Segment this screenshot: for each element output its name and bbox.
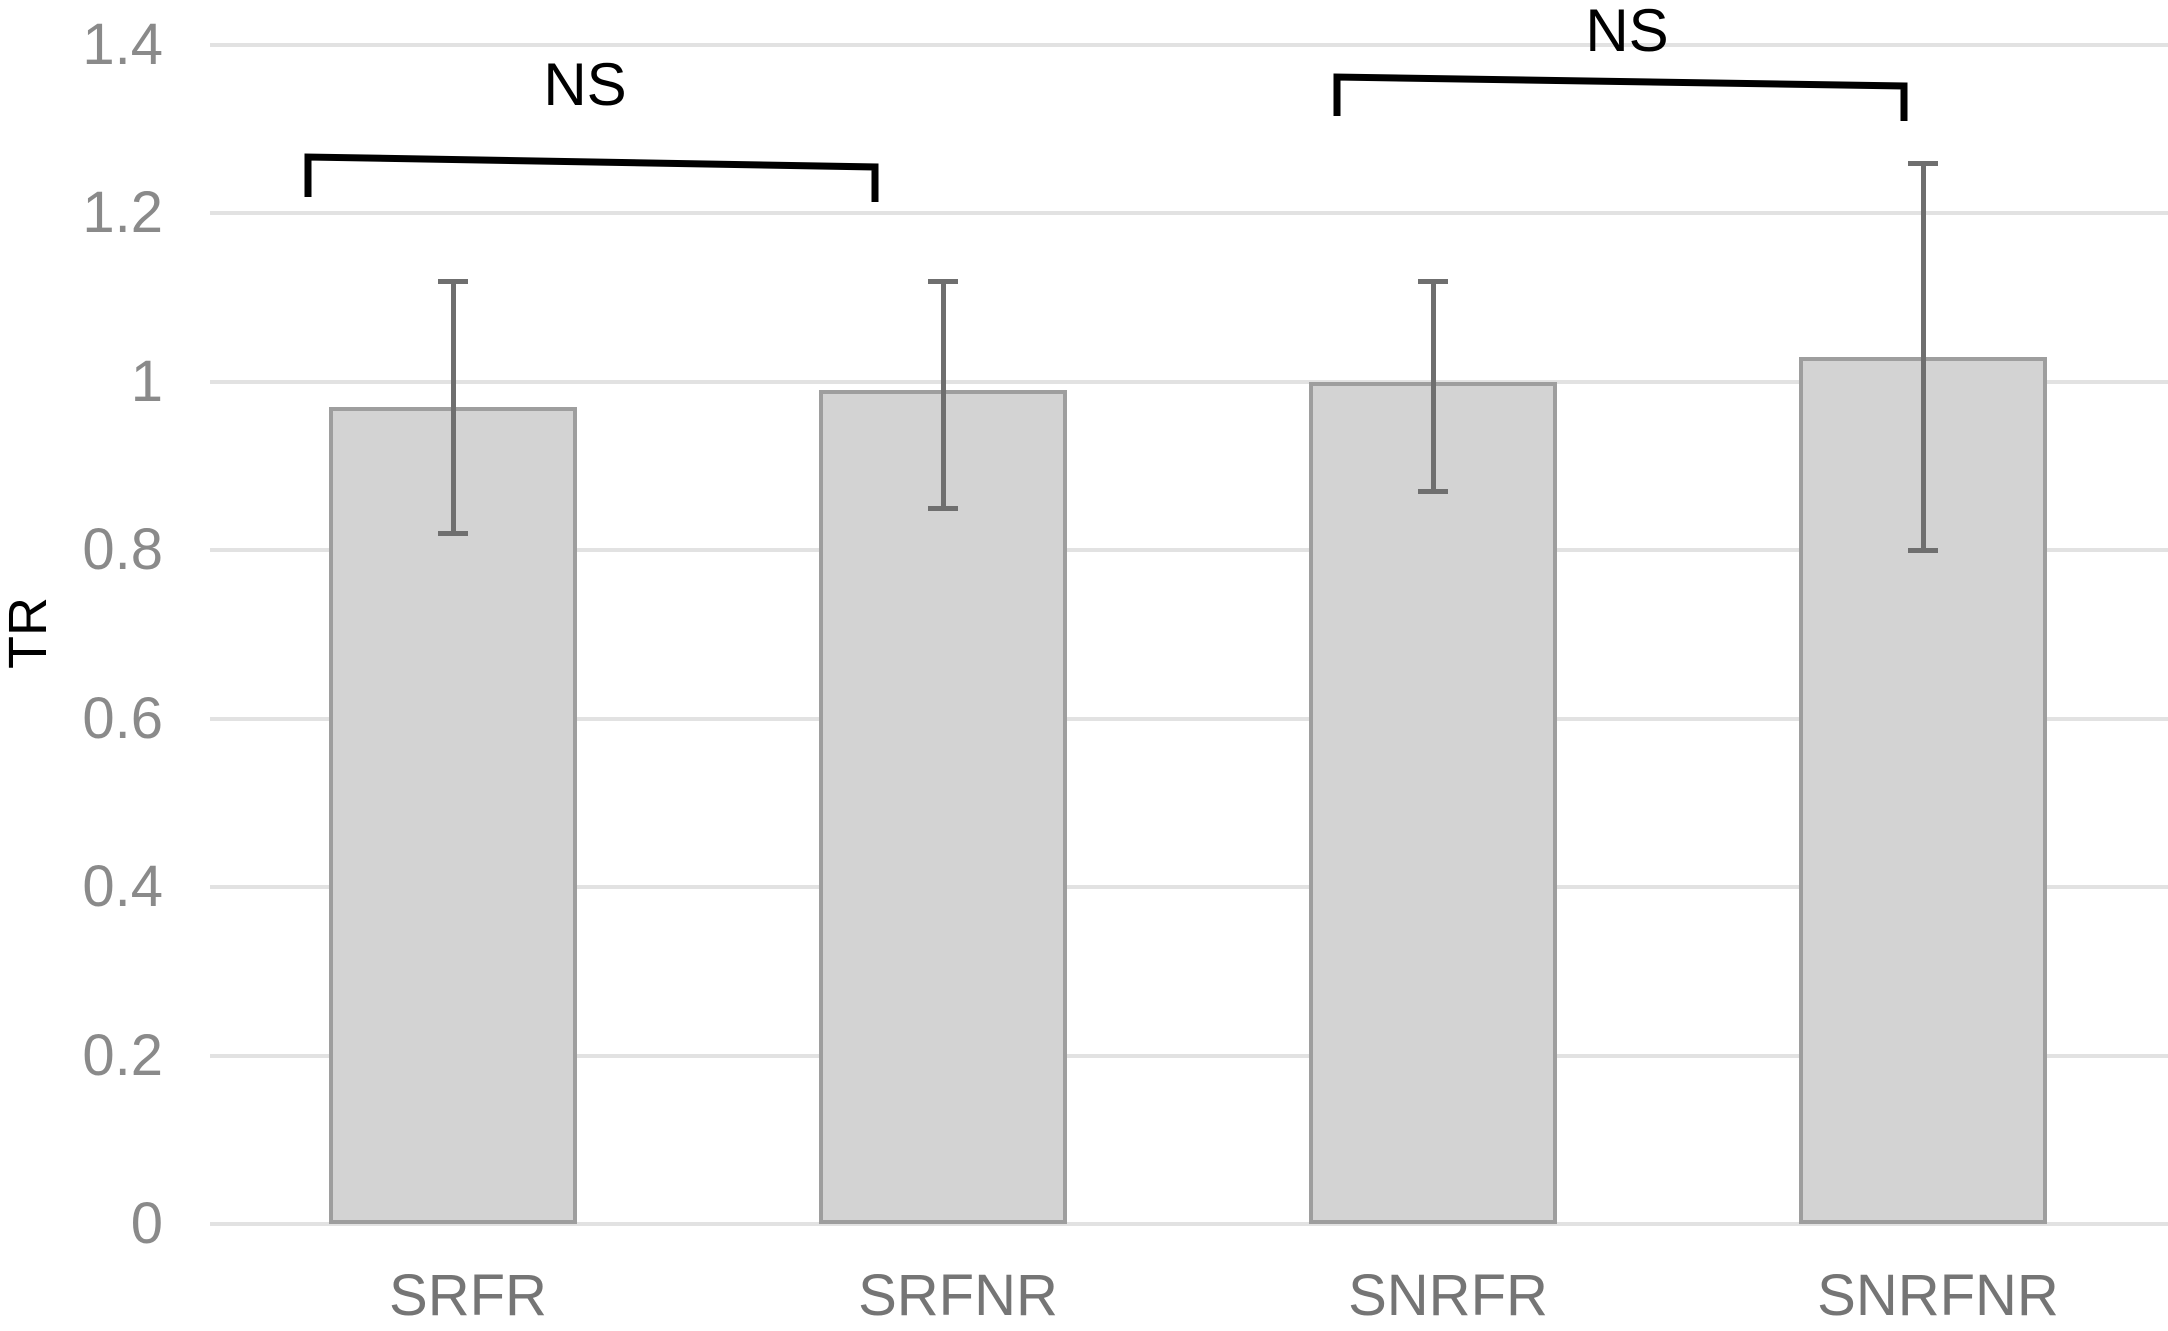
error-bar-cap-bottom [1908, 548, 1938, 554]
error-bar-cap-top [438, 278, 468, 284]
ns-annotation: NS [543, 51, 627, 118]
y-gridline [210, 548, 2168, 553]
error-bar-cap-bottom [438, 531, 468, 537]
bracket [1333, 73, 1908, 121]
y-gridline [210, 1053, 2168, 1058]
y-gridline [210, 885, 2168, 890]
y-gridline [210, 379, 2168, 384]
ns-annotation: NS [1585, 0, 1669, 64]
error-bar-line [1430, 280, 1436, 492]
error-bar-cap-top [1418, 278, 1448, 284]
error-bar-cap-top [1908, 160, 1938, 166]
error-bar-line [1920, 162, 1926, 551]
error-bar-cap-top [928, 278, 958, 284]
x-category-label: SNRFNR [1817, 1263, 2059, 1328]
bracket [304, 153, 879, 202]
y-gridline [210, 43, 2168, 47]
y-tick-label: 0.2 [82, 1022, 163, 1088]
bar-srfr [329, 407, 577, 1224]
error-bar-cap-bottom [1418, 489, 1448, 495]
error-bar-line [940, 280, 946, 509]
y-tick-label: 0 [130, 1191, 163, 1256]
y-tick-label: 1.2 [82, 180, 163, 246]
bar-srfnr [819, 390, 1067, 1224]
y-tick-label: 1 [130, 348, 163, 414]
y-tick-label: 1.4 [82, 12, 163, 77]
error-bar-cap-bottom [928, 506, 958, 512]
bar-snrfr [1309, 381, 1557, 1224]
error-bar-line [450, 280, 456, 534]
y-tick-label: 0.4 [82, 854, 163, 920]
y-tick-label: 0.6 [82, 685, 163, 751]
x-category-label: SRFNR [858, 1263, 1058, 1328]
x-category-label: SRFR [389, 1263, 547, 1328]
x-category-label: SNRFR [1348, 1263, 1548, 1328]
y-gridline [210, 716, 2168, 721]
y-gridline [210, 211, 2168, 216]
y-tick-label: 0.8 [82, 517, 163, 583]
y-gridline [210, 1222, 2168, 1226]
